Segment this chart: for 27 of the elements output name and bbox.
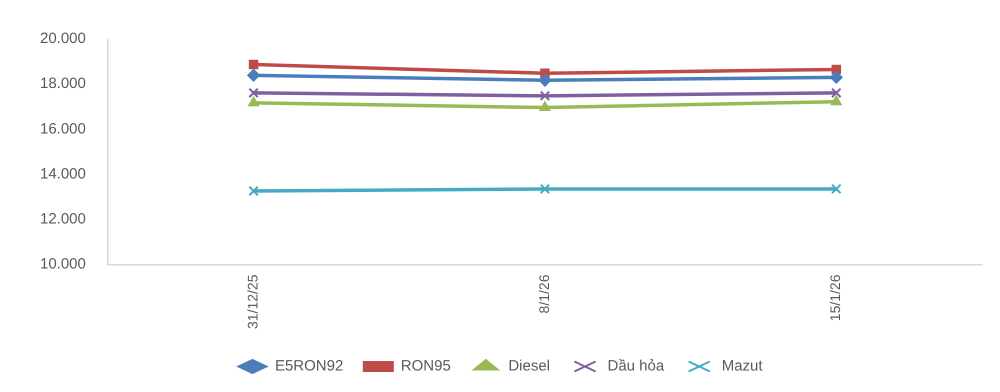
y-tick-label: 20.000	[40, 30, 86, 48]
y-tick-label: 16.000	[40, 120, 86, 138]
legend-label: Mazut	[722, 358, 764, 375]
point	[831, 88, 842, 98]
point	[247, 68, 260, 82]
y-tick-label: 12.000	[40, 210, 86, 228]
point	[540, 90, 550, 102]
x-tick-label: 8/1/26	[536, 274, 552, 314]
legend-label: E5RON92	[274, 358, 344, 375]
point	[830, 95, 842, 106]
y-tick-label: 10.000	[40, 256, 86, 273]
point	[538, 74, 552, 87]
y-tick-label: 18.000	[40, 75, 86, 92]
point	[540, 184, 550, 194]
y-tick-label: 14.000	[40, 165, 86, 182]
legend-label: Diesel	[508, 358, 550, 375]
point	[248, 96, 260, 106]
point	[830, 70, 843, 84]
point	[248, 186, 259, 196]
legend-label: Dầu hỏa	[608, 358, 665, 375]
legend-label: RON95	[400, 358, 451, 375]
point	[248, 88, 259, 98]
x-tick-label: 31/12/25	[244, 274, 260, 330]
x-tick-label: 15/1/26	[827, 274, 844, 322]
point	[248, 60, 258, 70]
point	[831, 184, 842, 194]
point	[539, 101, 551, 112]
